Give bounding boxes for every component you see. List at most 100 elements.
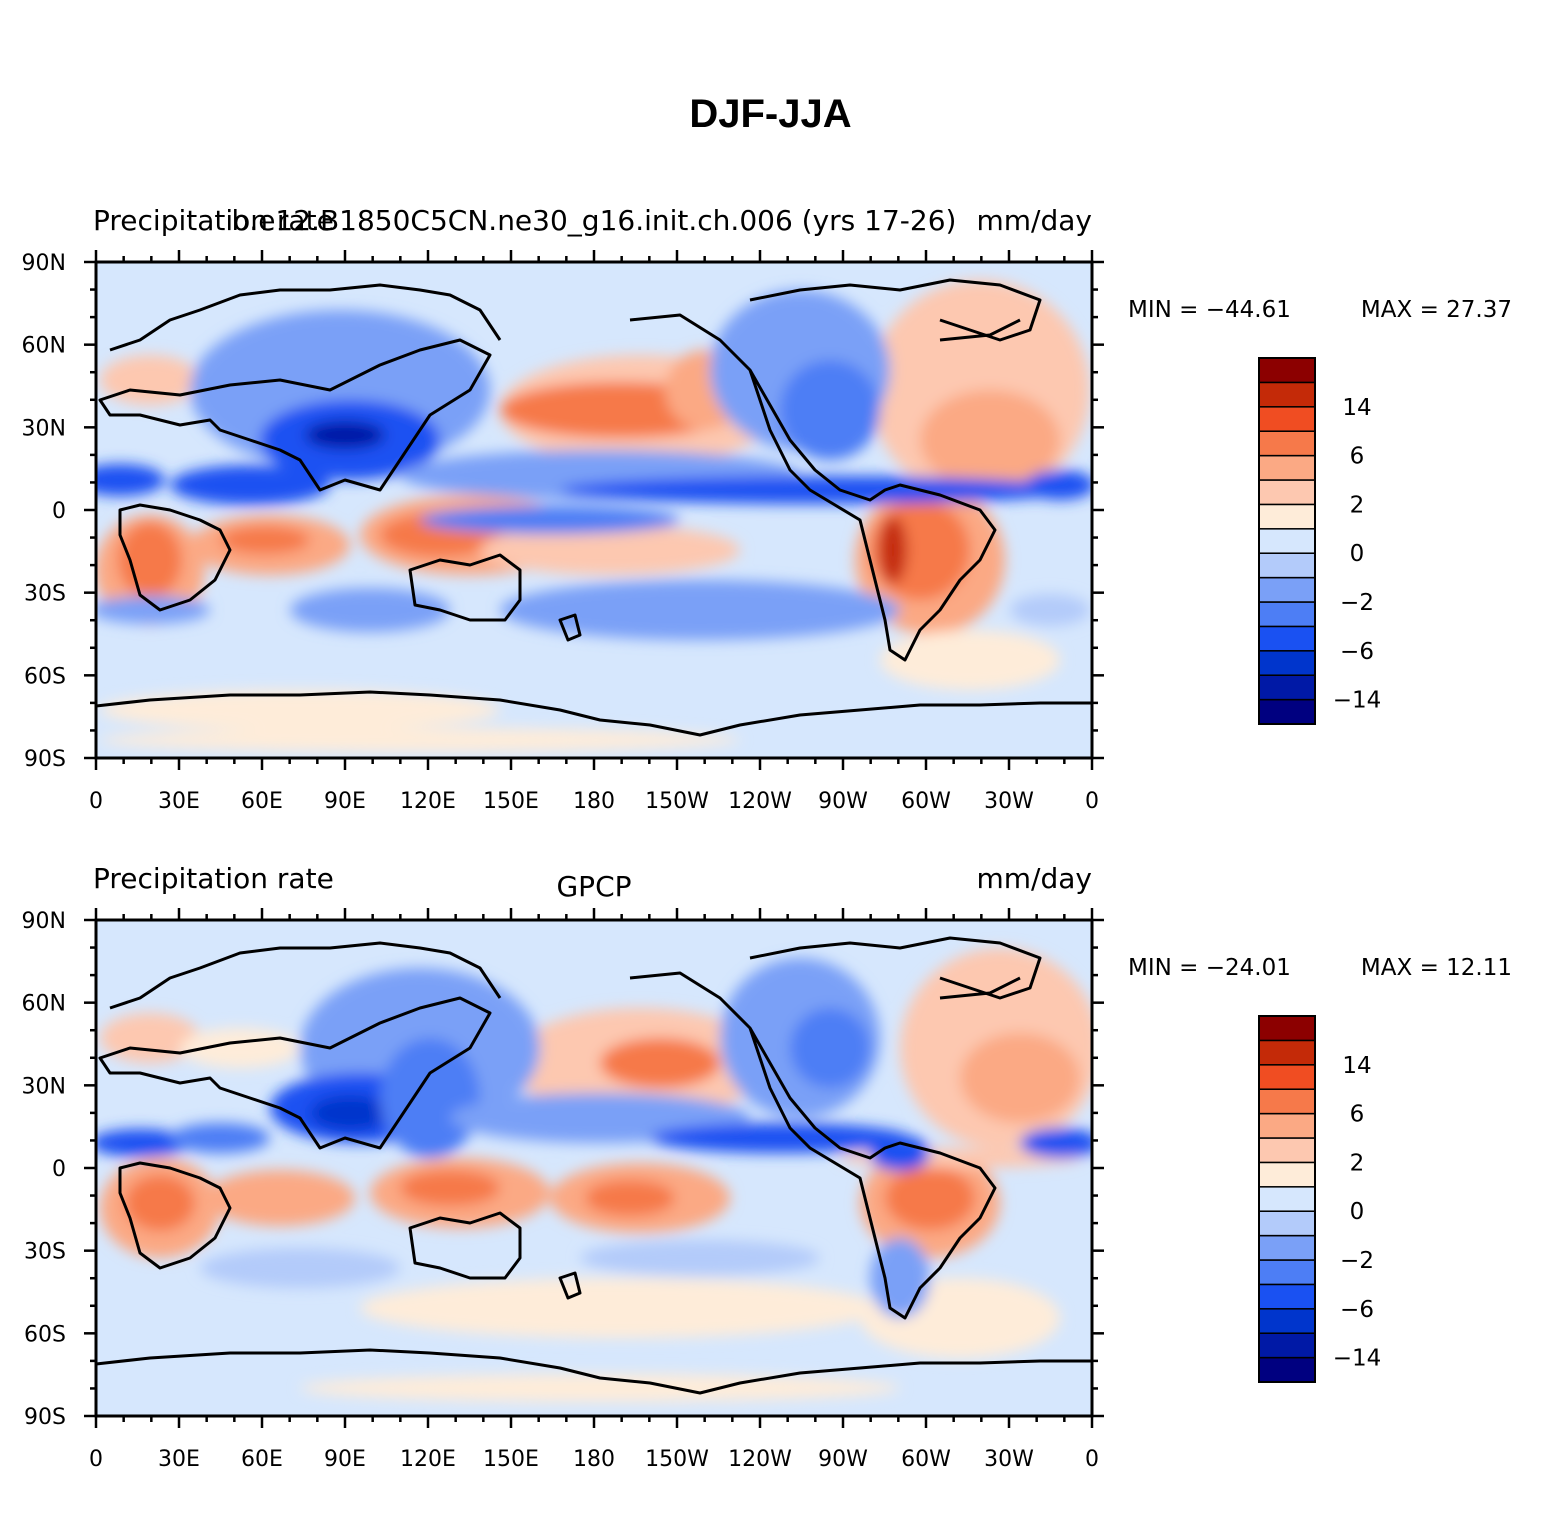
x-tick-label: 60W bbox=[901, 1447, 951, 1472]
precip-map-gpcp bbox=[96, 920, 1092, 1416]
colorbar-frame bbox=[1258, 357, 1316, 725]
colorbar-swatch bbox=[1258, 1283, 1316, 1310]
colorbar-swatch bbox=[1258, 528, 1316, 554]
colorbar-label: −14 bbox=[1333, 1346, 1382, 1372]
colorbar-swatch bbox=[1258, 576, 1316, 603]
y-tick-label: 30N bbox=[22, 1074, 66, 1099]
coastlines bbox=[96, 936, 1092, 1395]
colorbar-swatch bbox=[1258, 1064, 1316, 1090]
x-tick-label: 120E bbox=[400, 1447, 456, 1472]
y-tick-label: 30S bbox=[24, 582, 66, 607]
x-tick-labels: 0 30E 60E 90E 120E 150E 180 150W 120W 90W 60W 30W 0 bbox=[89, 1447, 1099, 1472]
left-label: Precipitation rate bbox=[93, 862, 334, 895]
x-tick-label: 150W bbox=[645, 789, 709, 814]
panel-gpcp: Precipitation rate GPCP mm/day bbox=[0, 848, 1541, 1488]
colorbar-swatch bbox=[1258, 1308, 1316, 1334]
x-tick-label: 30W bbox=[984, 1447, 1034, 1472]
y-tick-label: 60N bbox=[22, 334, 66, 359]
y-tick-label: 60S bbox=[24, 664, 66, 689]
panel-gpcp-svg: Precipitation rate GPCP mm/day bbox=[22, 862, 1512, 1472]
colorbar-swatch bbox=[1258, 1161, 1316, 1188]
x-tick-label: 0 bbox=[89, 789, 103, 814]
y-tick-labels: 90N 60N 30N 0 30S 60S 90S bbox=[22, 909, 66, 1430]
x-tick-label: 120E bbox=[400, 789, 456, 814]
y-tick-label: 30N bbox=[22, 416, 66, 441]
colorbar-label: 2 bbox=[1350, 1150, 1365, 1176]
colorbar-swatch bbox=[1258, 1015, 1316, 1042]
colorbar-swatch bbox=[1258, 601, 1316, 628]
colorbar-label: 2 bbox=[1350, 492, 1365, 518]
colorbar-swatch bbox=[1258, 454, 1316, 481]
x-tick-label: 90W bbox=[818, 1447, 868, 1472]
colorbar-swatch bbox=[1258, 1234, 1316, 1261]
colorbar-frame bbox=[1258, 1015, 1316, 1383]
x-tick-label: 30E bbox=[158, 789, 200, 814]
coastlines bbox=[96, 278, 1092, 737]
colorbar-label: 14 bbox=[1342, 1053, 1371, 1079]
center-label: GPCP bbox=[556, 870, 631, 903]
colorbar-swatch bbox=[1258, 1112, 1316, 1139]
colorbar-swatch bbox=[1258, 1186, 1316, 1212]
y-tick-label: 90S bbox=[24, 1405, 66, 1430]
axes-model bbox=[84, 250, 1104, 770]
x-tick-label: 150W bbox=[645, 1447, 709, 1472]
axes-gpcp bbox=[84, 908, 1104, 1428]
max-label: MAX = 27.37 bbox=[1361, 297, 1512, 323]
x-tick-label: 150E bbox=[483, 1447, 539, 1472]
colorbar-swatch bbox=[1258, 1137, 1316, 1164]
x-tick-label: 150E bbox=[483, 789, 539, 814]
colorbar-swatch bbox=[1258, 503, 1316, 530]
right-label: mm/day bbox=[977, 862, 1093, 895]
precip-map-model bbox=[96, 262, 1092, 758]
colorbar-label: −6 bbox=[1340, 1297, 1374, 1323]
x-tick-label: 30W bbox=[984, 789, 1034, 814]
y-tick-label: 60N bbox=[22, 992, 66, 1017]
colorbar-swatch bbox=[1258, 674, 1316, 701]
colorbar-label: −2 bbox=[1340, 590, 1374, 616]
x-tick-label: 0 bbox=[1085, 1447, 1099, 1472]
x-tick-label: 90W bbox=[818, 789, 868, 814]
colorbar-swatch bbox=[1258, 1210, 1316, 1237]
colorbar-swatch bbox=[1258, 1332, 1316, 1359]
x-tick-label: 180 bbox=[573, 789, 615, 814]
center-label: b.e12.B1850C5CN.ne30_g16.init.ch.006 (yr… bbox=[232, 204, 957, 237]
x-tick-label: 120W bbox=[728, 1447, 792, 1472]
right-label: mm/day bbox=[977, 204, 1093, 237]
x-tick-label: 120W bbox=[728, 789, 792, 814]
y-tick-label: 90N bbox=[22, 251, 66, 276]
x-tick-label: 60E bbox=[241, 1447, 283, 1472]
colorbar-label: 6 bbox=[1350, 1102, 1365, 1128]
colorbar-swatch bbox=[1258, 430, 1316, 457]
colorbar-label: −14 bbox=[1333, 688, 1382, 714]
colorbar-label: −6 bbox=[1340, 639, 1374, 665]
colorbar-label: 0 bbox=[1350, 1199, 1365, 1225]
x-tick-labels: 0 30E 60E 90E 120E 150E 180 150W 120W 90W 60W 30W 0 bbox=[89, 789, 1099, 814]
max-label: MAX = 12.11 bbox=[1361, 955, 1512, 981]
y-tick-label: 30S bbox=[24, 1240, 66, 1265]
colorbar-swatch bbox=[1258, 552, 1316, 579]
min-label: MIN = −24.01 bbox=[1128, 955, 1291, 981]
y-tick-label: 0 bbox=[52, 499, 66, 524]
y-tick-label: 0 bbox=[52, 1157, 66, 1182]
min-label: MIN = −44.61 bbox=[1128, 297, 1291, 323]
colorbar-label: 6 bbox=[1350, 444, 1365, 470]
colorbar-swatch bbox=[1258, 625, 1316, 652]
x-tick-label: 180 bbox=[573, 1447, 615, 1472]
colorbar-swatch bbox=[1258, 1088, 1316, 1115]
colorbar-swatch bbox=[1258, 650, 1316, 676]
colorbar-swatch bbox=[1258, 698, 1316, 725]
colorbar-swatch bbox=[1258, 1259, 1316, 1286]
x-tick-label: 0 bbox=[89, 1447, 103, 1472]
page-title: DJF-JJA bbox=[689, 92, 852, 136]
x-tick-label: 90E bbox=[324, 1447, 366, 1472]
colorbar-swatch bbox=[1258, 406, 1316, 432]
panel-model: Precipitation rate b.e12.B1850C5CN.ne30_… bbox=[0, 190, 1541, 830]
colorbar-label: 14 bbox=[1342, 395, 1371, 421]
x-tick-label: 60W bbox=[901, 789, 951, 814]
x-tick-label: 90E bbox=[324, 789, 366, 814]
colorbar-swatch bbox=[1258, 357, 1316, 384]
colorbar-gpcp: 14 6 2 0 −2 −6 −14 bbox=[1258, 1015, 1382, 1383]
x-tick-label: 30E bbox=[158, 1447, 200, 1472]
x-tick-label: 60E bbox=[241, 789, 283, 814]
colorbar-label: −2 bbox=[1340, 1248, 1374, 1274]
